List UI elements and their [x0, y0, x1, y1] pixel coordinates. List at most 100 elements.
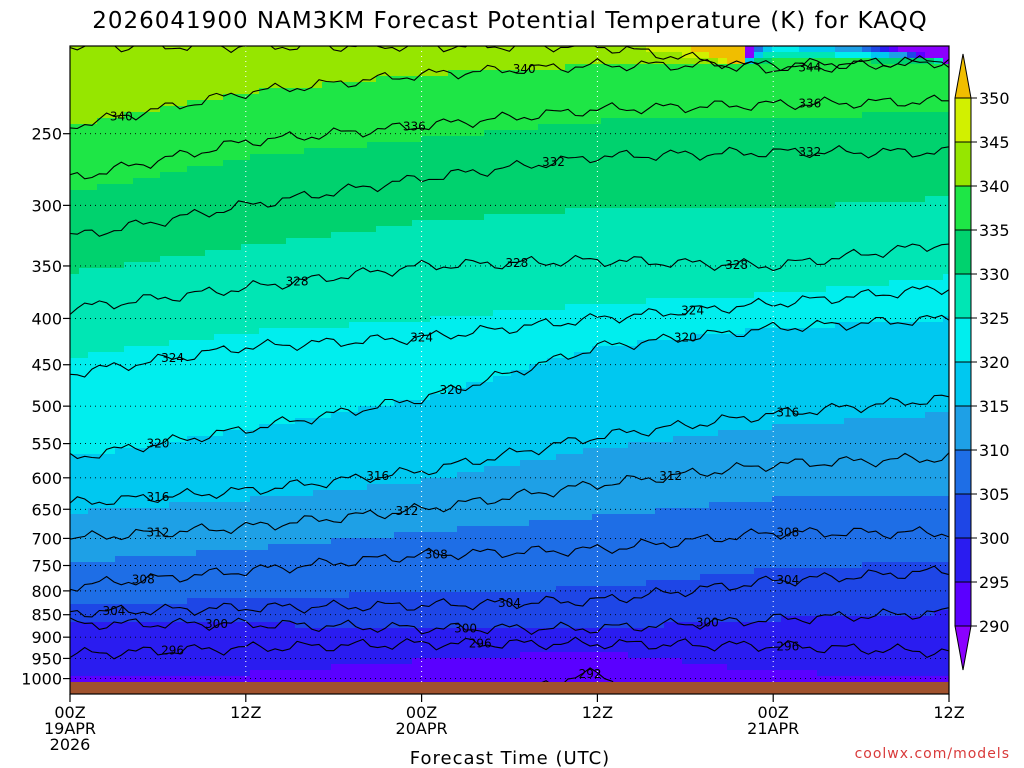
fill-cell [232, 508, 242, 515]
fill-cell [268, 520, 278, 527]
fill-cell [376, 106, 386, 113]
fill-cell [376, 136, 386, 143]
fill-cell [169, 430, 179, 437]
fill-cell [484, 166, 494, 173]
fill-cell [340, 352, 350, 359]
fill-cell [241, 400, 251, 407]
fill-cell [151, 250, 161, 257]
fill-cell [115, 514, 125, 521]
fill-cell [205, 472, 215, 479]
fill-cell [115, 472, 125, 479]
fill-cell [223, 454, 233, 461]
fill-cell [394, 484, 404, 491]
fill-cell [70, 376, 80, 383]
fill-cell [259, 88, 269, 95]
fill-cell [97, 556, 107, 563]
fill-cell [70, 94, 80, 101]
fill-cell [412, 532, 422, 539]
fill-cell [430, 148, 440, 155]
fill-cell [151, 448, 161, 455]
fill-cell [196, 298, 206, 305]
fill-cell [277, 292, 287, 299]
fill-cell [70, 574, 80, 581]
fill-cell [313, 256, 323, 263]
fill-cell [250, 136, 260, 143]
fill-cell [403, 646, 413, 653]
fill-cell [340, 568, 350, 575]
fill-cell [79, 76, 89, 83]
fill-cell [214, 46, 224, 53]
fill-cell [88, 496, 98, 503]
fill-cell [295, 262, 305, 269]
fill-cell [367, 628, 377, 635]
fill-cell [97, 268, 107, 275]
fill-cell [259, 76, 269, 83]
fill-cell [205, 310, 215, 317]
fill-cell [268, 286, 278, 293]
fill-cell [439, 130, 449, 137]
fill-cell [349, 58, 359, 65]
fill-cell [421, 280, 431, 287]
fill-cell [97, 448, 107, 455]
fill-cell [394, 616, 404, 623]
fill-cell [331, 214, 341, 221]
fill-cell [70, 190, 80, 197]
fill-cell [439, 172, 449, 179]
fill-cell [277, 454, 287, 461]
fill-cell [160, 286, 170, 293]
fill-cell [232, 232, 242, 239]
fill-cell [295, 652, 305, 659]
fill-cell [457, 598, 467, 605]
fill-cell [412, 46, 422, 53]
fill-cell [403, 448, 413, 455]
fill-cell [322, 340, 332, 347]
fill-cell [403, 112, 413, 119]
fill-cell [214, 124, 224, 131]
fill-cell [466, 292, 476, 299]
fill-cell [133, 442, 143, 449]
fill-cell [133, 478, 143, 485]
fill-cell [295, 628, 305, 635]
fill-cell [376, 256, 386, 263]
fill-cell [385, 82, 395, 89]
fill-cell [421, 262, 431, 269]
fill-cell [124, 412, 134, 419]
fill-cell [421, 628, 431, 635]
fill-cell [367, 94, 377, 101]
fill-cell [88, 46, 98, 53]
fill-cell [322, 100, 332, 107]
fill-cell [232, 598, 242, 605]
fill-cell [421, 460, 431, 467]
fill-cell [106, 508, 116, 515]
fill-cell [232, 586, 242, 593]
fill-cell [88, 376, 98, 383]
fill-cell [178, 544, 188, 551]
fill-cell [421, 484, 431, 491]
fill-cell [331, 298, 341, 305]
fill-cell [169, 268, 179, 275]
fill-cell [124, 352, 134, 359]
fill-cell [79, 232, 89, 239]
fill-cell [160, 424, 170, 431]
fill-cell [88, 568, 98, 575]
fill-cell [97, 598, 107, 605]
fill-cell [448, 496, 458, 503]
fill-cell [367, 298, 377, 305]
fill-cell [214, 640, 224, 647]
fill-cell [403, 70, 413, 77]
fill-cell [466, 436, 476, 443]
fill-cell [214, 412, 224, 419]
fill-cell [322, 82, 332, 89]
fill-cell [232, 652, 242, 659]
fill-cell [457, 538, 467, 545]
fill-cell [124, 214, 134, 221]
fill-cell [79, 322, 89, 329]
fill-cell [88, 442, 98, 449]
fill-cell [349, 118, 359, 125]
fill-cell [214, 436, 224, 443]
fill-cell [205, 370, 215, 377]
fill-cell [412, 232, 422, 239]
chart-title: 2026041900 NAM3KM Forecast Potential Tem… [92, 8, 928, 34]
fill-cell [115, 466, 125, 473]
fill-cell [151, 226, 161, 233]
